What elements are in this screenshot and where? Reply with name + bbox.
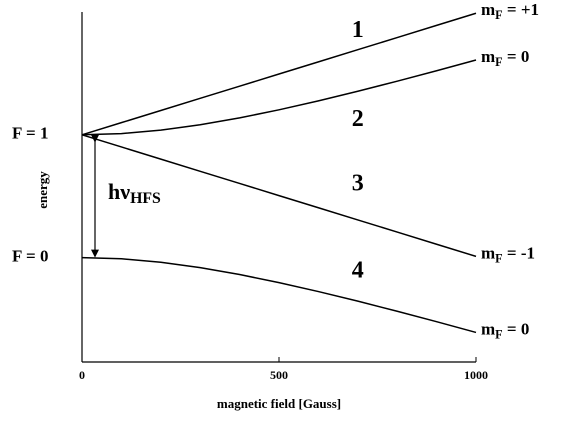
label-main: hν: [108, 179, 130, 204]
series-name: 1: [352, 17, 364, 43]
label-sub: F: [495, 8, 502, 22]
series-name: 4: [352, 258, 364, 284]
label-sub: HFS: [130, 190, 161, 207]
label-main: m: [481, 0, 495, 19]
label-sub: F: [495, 55, 502, 69]
x-tick-label: 0: [79, 368, 85, 382]
label-sub: F: [495, 251, 502, 265]
y-axis-label: energy: [35, 171, 50, 209]
x-axis-label: magnetic field [Gauss]: [217, 396, 341, 411]
label-main: m: [481, 47, 495, 66]
series-line: [81, 12, 477, 136]
y-tick-label: F = 0: [12, 247, 48, 266]
label: hνHFS: [108, 179, 161, 207]
series-line: [81, 256, 477, 334]
label-main: m: [481, 243, 495, 262]
x-tick-label: 1000: [464, 368, 488, 382]
label: mF = -1: [481, 243, 535, 265]
label-rest: = 0: [503, 319, 530, 338]
series-line: [81, 134, 477, 258]
label-main: m: [481, 319, 495, 338]
y-tick-label: F = 1: [12, 124, 48, 143]
label-rest: = 0: [503, 47, 530, 66]
label-rest: = +1: [503, 0, 539, 19]
x-tick-label: 500: [270, 368, 288, 382]
label-sub: F: [495, 327, 502, 341]
label: mF = 0: [481, 47, 529, 69]
label: mF = +1: [481, 0, 539, 22]
label: mF = 0: [481, 319, 529, 341]
series-name: 2: [352, 106, 364, 132]
series-name: 3: [352, 170, 364, 196]
series-line: [81, 59, 477, 136]
label-rest: = -1: [503, 243, 535, 262]
